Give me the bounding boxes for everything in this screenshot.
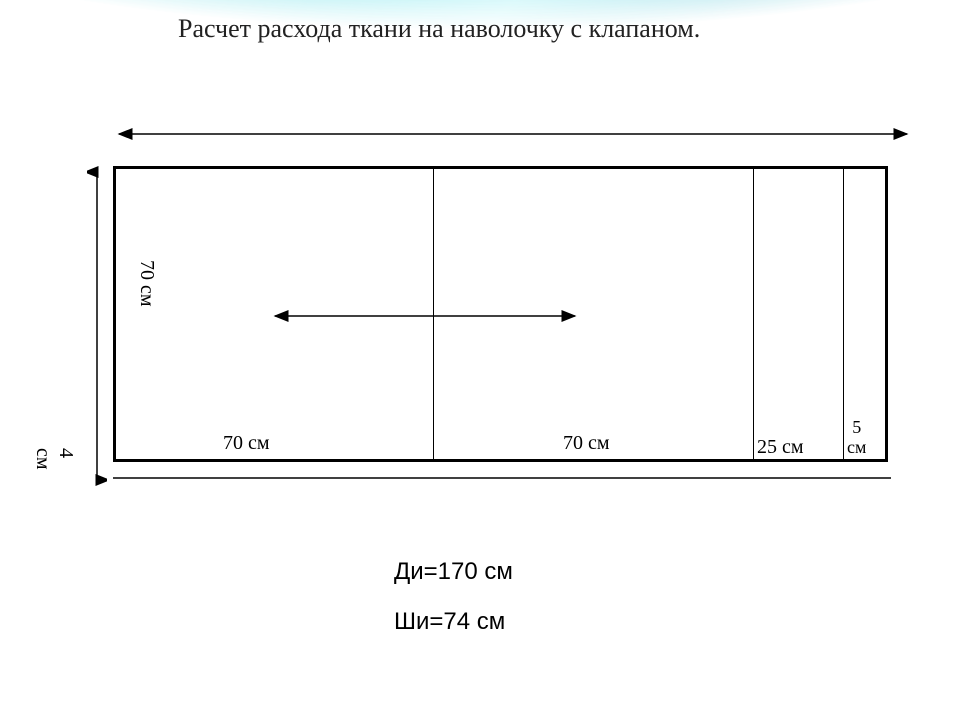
arrow-left [87,166,107,486]
baseline-bottom [113,474,893,484]
result-length: Ди=170 см [394,558,513,586]
label-edge-5cm: 5 см [847,418,866,458]
label-height-70cm: 70 см [135,260,158,307]
slide: Расчет расхода ткани на наволочку с клап… [0,0,960,720]
fabric-diagram: 70 см 70 см 25 см 5 см 70 см 4 см [95,148,905,478]
label-section-2: 70 см [563,432,610,455]
result-width: Ши=74 см [394,608,505,636]
label-section-1: 70 см [223,432,270,455]
arrow-middle [265,306,585,326]
divider-2 [753,166,754,462]
arrow-top [95,124,915,144]
slide-title: Расчет расхода ткани на наволочку с клап… [178,14,700,44]
label-section-3: 25 см [757,436,804,459]
divider-3 [843,166,844,462]
label-seam-4cm: 4 см [31,448,77,478]
